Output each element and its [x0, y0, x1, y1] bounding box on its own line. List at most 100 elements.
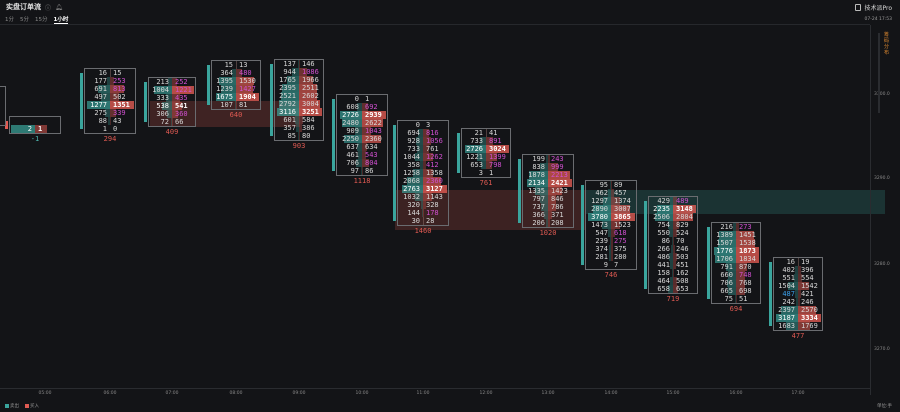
price-level-row: 320 328: [397, 201, 449, 209]
sell-volume: 733: [407, 145, 420, 153]
buy-volume-bar: [299, 76, 313, 84]
sell-volume-bar: [415, 153, 423, 161]
footprint-candle[interactable]: [397, 120, 449, 226]
sell-volume: 239: [595, 237, 608, 245]
footprint-candle[interactable]: [9, 116, 61, 134]
price-level-row: 2395 2511: [274, 84, 324, 92]
buy-volume-bar: [486, 137, 493, 145]
buy-volume-bar: [423, 169, 434, 177]
pro-button[interactable]: 技术派Pro: [855, 3, 892, 12]
price-level-row: 2480 2622: [336, 119, 388, 127]
sell-volume-bar: [717, 239, 736, 247]
buy-volume: 653: [676, 285, 689, 293]
candle-delta: 719: [666, 295, 680, 303]
sell-volume: 2506: [653, 213, 670, 221]
footprint-candle[interactable]: [336, 94, 388, 176]
buy-volume: 146: [302, 60, 315, 68]
price-level-row: 2763 3127: [397, 185, 449, 193]
buy-volume: 86: [365, 167, 374, 175]
candle-delta: 477: [791, 332, 805, 340]
sell-volume-bar: [166, 110, 172, 118]
buy-volume: 541: [175, 102, 188, 110]
buy-volume: 15: [113, 69, 122, 77]
buy-volume-bar: [736, 231, 754, 239]
footprint-candle[interactable]: [773, 257, 823, 331]
footprint-candle[interactable]: [648, 196, 698, 294]
sell-volume-bar: [231, 69, 236, 77]
buy-volume: 870: [739, 263, 752, 271]
candle-body: [5, 121, 8, 129]
buy-volume-bar: [736, 279, 746, 287]
buy-volume: 618: [614, 229, 627, 237]
price-level-row: 462 457: [585, 189, 637, 197]
right-scrollbar[interactable]: [878, 33, 880, 113]
candle-body: [518, 159, 521, 223]
sell-volume-bar: [671, 245, 673, 253]
sell-volume: 158: [657, 269, 670, 277]
footprint-candle[interactable]: [211, 60, 261, 110]
time-label: 14:00: [604, 391, 618, 396]
sell-volume-bar: [480, 137, 486, 145]
buy-volume: 1262: [426, 153, 443, 161]
footprint-candle[interactable]: [461, 128, 511, 178]
sell-volume-bar: [544, 211, 548, 219]
footprint-candle[interactable]: [585, 180, 637, 270]
buy-volume: 1834: [739, 255, 756, 263]
price-level-row: 909 1043: [336, 127, 388, 135]
question-icon[interactable]: ⓘ: [45, 4, 52, 12]
sell-volume-bar: [534, 187, 548, 195]
price-level-row: 550 524: [648, 229, 698, 237]
sell-volume-bar: [667, 221, 673, 229]
buy-volume-bar: [172, 86, 194, 94]
buy-volume-bar: [110, 117, 111, 125]
footprint-candle[interactable]: [711, 222, 761, 304]
footprint-candle[interactable]: [84, 68, 136, 134]
sell-volume-bar: [776, 314, 798, 322]
sell-volume: 2: [27, 125, 32, 133]
sell-volume: 461: [346, 151, 359, 159]
buy-volume-bar: [548, 219, 551, 227]
clock-readout: 07-24 17:53: [864, 17, 892, 22]
footprint-candle[interactable]: [148, 77, 196, 127]
buy-volume-bar: [299, 60, 301, 68]
sell-volume: 213: [156, 78, 169, 86]
candle-delta: 1460: [414, 227, 432, 235]
sell-volume-bar: [358, 151, 362, 159]
price-level-row: 72 66: [148, 118, 196, 126]
tab-5m[interactable]: 5分: [20, 17, 29, 23]
sell-volume-bar: [170, 118, 172, 126]
price-level-row: 2235 3148: [648, 205, 698, 213]
buy-volume: 2602: [302, 92, 319, 100]
buy-volume-bar: [548, 195, 557, 203]
buy-volume-bar: [611, 237, 613, 245]
price-level-row: 1878 2213: [522, 171, 574, 179]
buy-volume: 1086: [302, 68, 319, 76]
buy-volume: 1221: [175, 86, 192, 94]
buy-volume: 813: [113, 85, 126, 93]
buy-volume: 1358: [426, 169, 443, 177]
sell-volume-bar: [672, 237, 673, 245]
buy-volume-bar: [423, 193, 432, 201]
buy-volume-bar: [548, 155, 551, 163]
buy-volume-bar: [299, 68, 307, 76]
sell-volume-bar: [540, 203, 548, 211]
sell-volume-bar: [609, 253, 611, 261]
sell-volume-bar: [361, 167, 362, 175]
tab-1h[interactable]: 1小时: [53, 17, 69, 24]
interval-tabs: 1分 5分 15分 1小时: [5, 15, 69, 24]
candle-delta: 903: [292, 142, 306, 150]
sell-volume: 1004: [152, 86, 169, 94]
sell-volume: 691: [94, 85, 107, 93]
price-level-row: 487 421: [773, 290, 823, 298]
candle-body: [644, 201, 647, 289]
footprint-candle[interactable]: [522, 154, 574, 228]
tab-15m[interactable]: 15分: [35, 17, 48, 23]
tab-1m[interactable]: 1分: [5, 17, 14, 23]
price-level-row: 658 653: [648, 285, 698, 293]
buy-volume-bar: [673, 237, 674, 245]
footprint-candle[interactable]: [274, 59, 324, 141]
buy-volume-bar: [673, 229, 677, 237]
sell-volume-bar: [298, 132, 299, 140]
bell-icon[interactable]: 🔔︎: [55, 3, 63, 11]
